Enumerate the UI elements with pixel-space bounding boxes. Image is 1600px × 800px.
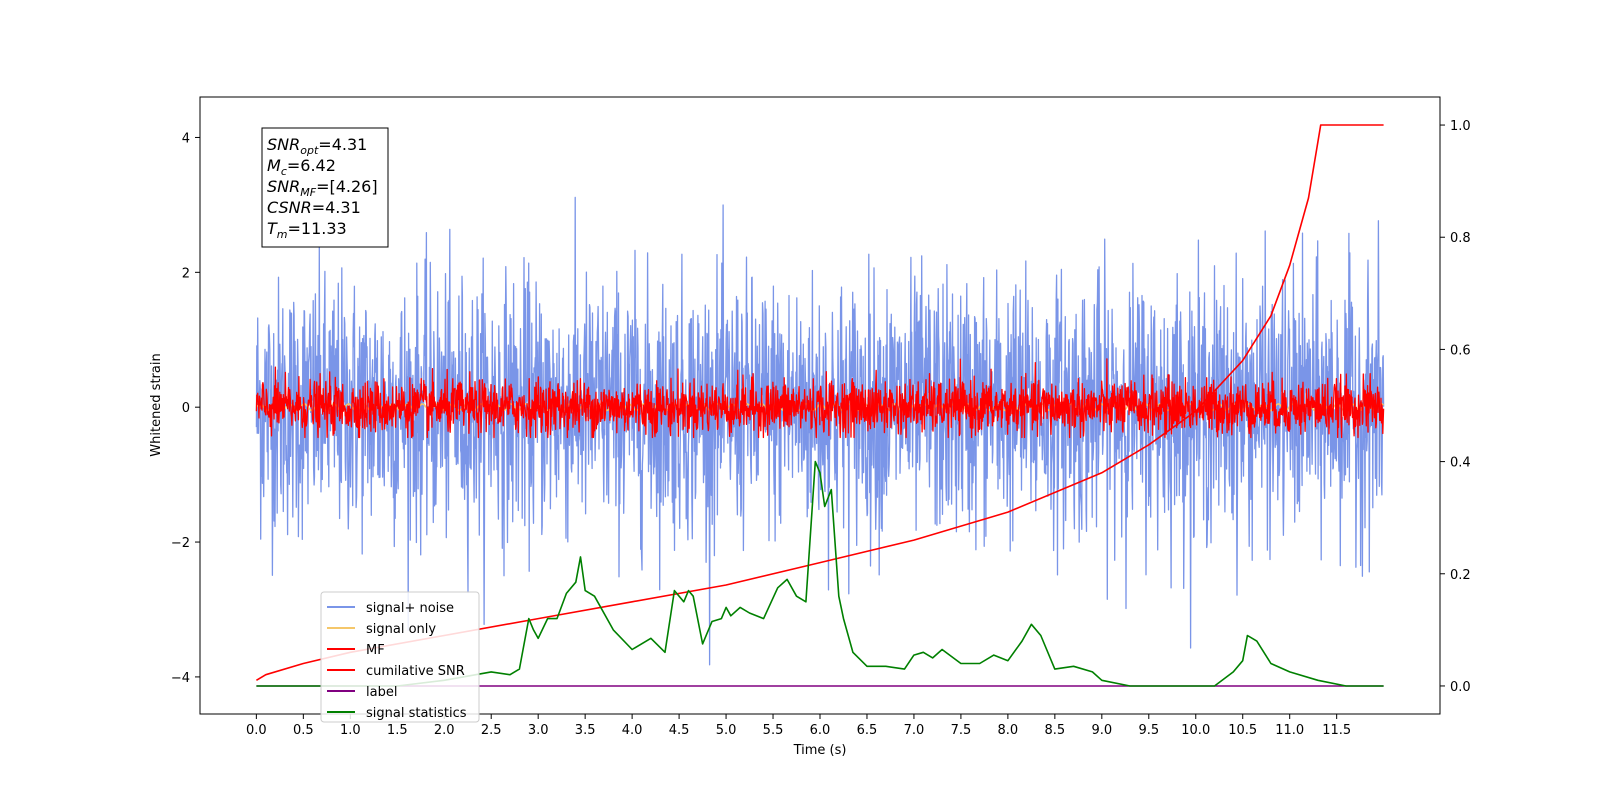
y2-tick-label: 0.8 — [1450, 231, 1471, 246]
x-axis-ticks: 0.0 0.5 1.0 1.5 2.0 2.5 3.0 3.5 4.0 4.5 5.0 5.5 6.0 6… — [246, 714, 1351, 738]
legend-label: label — [366, 685, 397, 700]
y2-tick-label: 1.0 — [1450, 119, 1471, 134]
x-tick-label: 7.0 — [904, 723, 925, 738]
y2-tick-label: 0.6 — [1450, 343, 1471, 358]
x-tick-label: 11.5 — [1322, 723, 1351, 738]
x-tick-label: 2.5 — [481, 723, 502, 738]
x-tick-label: 5.5 — [763, 723, 784, 738]
y2-tick-label: 0.2 — [1450, 568, 1471, 583]
x-tick-label: 7.5 — [951, 723, 972, 738]
x-tick-label: 1.5 — [387, 723, 408, 738]
x-tick-label: 10.0 — [1181, 723, 1210, 738]
y2-tick-label: 0.4 — [1450, 456, 1471, 471]
legend: signal+ noise signal only MF cumilative SNR… — [320, 591, 480, 723]
legend-label: signal+ noise — [366, 601, 454, 616]
x-axis-label: Time (s) — [793, 743, 847, 758]
x-tick-label: 4.5 — [669, 723, 690, 738]
y-axis-ticks: −4 −2 0 2 4 — [171, 131, 200, 686]
legend-label: cumilative SNR — [366, 664, 465, 679]
x-tick-label: 8.0 — [998, 723, 1019, 738]
x-tick-label: 1.0 — [340, 723, 361, 738]
x-tick-label: 8.5 — [1045, 723, 1066, 738]
annotation-line-tm: Tm=11.33 — [267, 219, 347, 241]
annotation-box: SNRopt=4.31 Mc=6.42 SNRMF=[4.26] CSNR=4.… — [261, 127, 389, 248]
x-tick-label: 11.0 — [1275, 723, 1304, 738]
x-tick-label: 9.0 — [1091, 723, 1112, 738]
annotation-line-csnr: CSNR=4.31 — [267, 198, 361, 217]
legend-label: MF — [366, 643, 385, 658]
x-tick-label: 6.0 — [810, 723, 831, 738]
x-tick-label: 3.5 — [575, 723, 596, 738]
legend-label: signal statistics — [366, 706, 467, 721]
y-tick-label: 2 — [182, 266, 190, 281]
legend-frame — [320, 591, 480, 723]
legend-label: signal only — [366, 622, 436, 637]
y-tick-label: −4 — [171, 671, 190, 686]
x-tick-label: 4.0 — [622, 723, 643, 738]
y-axis-label: Whitened strain — [149, 353, 164, 456]
y2-axis-ticks: 0.0 0.2 0.4 0.6 0.8 1.0 — [1440, 119, 1471, 695]
x-tick-label: 5.0 — [716, 723, 737, 738]
x-tick-label: 0.0 — [246, 723, 267, 738]
y2-tick-label: 0.0 — [1450, 680, 1471, 695]
x-tick-label: 2.0 — [434, 723, 455, 738]
x-tick-label: 6.5 — [857, 723, 878, 738]
x-tick-label: 3.0 — [528, 723, 549, 738]
annotation-line-mc: Mc=6.42 — [267, 156, 336, 178]
x-tick-label: 9.5 — [1138, 723, 1159, 738]
y-tick-label: 0 — [182, 401, 190, 416]
annotation-line-snr-mf: SNRMF=[4.26] — [267, 177, 378, 199]
y-tick-label: 4 — [182, 131, 190, 146]
y-tick-label: −2 — [171, 536, 190, 551]
annotation-line-snr-opt: SNRopt=4.31 — [267, 135, 367, 157]
annotation-frame — [261, 127, 389, 248]
series-signal-statistics — [256, 460, 1384, 687]
x-tick-label: 10.5 — [1228, 723, 1257, 738]
x-tick-label: 0.5 — [293, 723, 314, 738]
